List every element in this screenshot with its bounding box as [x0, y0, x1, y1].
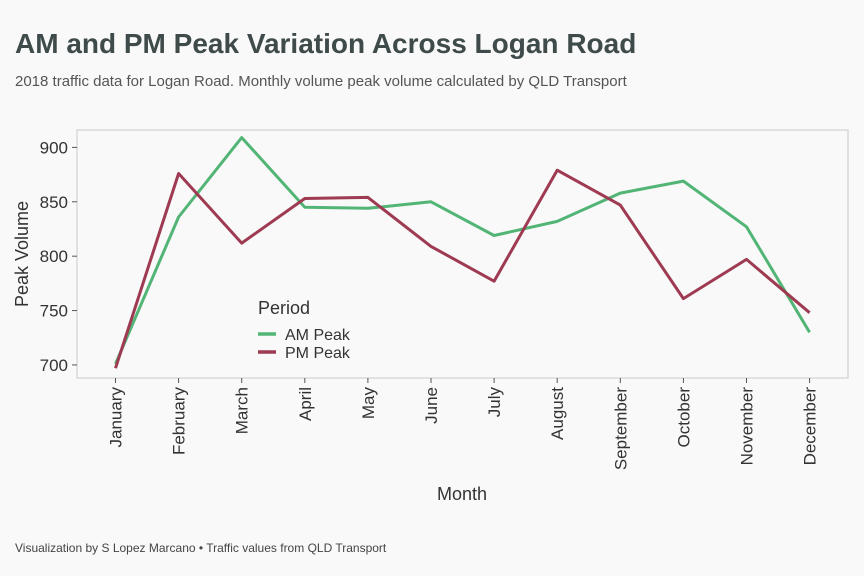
- x-tick-label: July: [485, 387, 504, 418]
- plot-panel: [76, 129, 849, 379]
- x-tick-label: June: [422, 387, 441, 424]
- chart-title: AM and PM Peak Variation Across Logan Ro…: [15, 28, 637, 59]
- x-tick-label: May: [359, 387, 378, 420]
- y-tick-label: 750: [40, 302, 68, 321]
- y-tick-label: 900: [40, 138, 68, 157]
- x-tick-label: November: [738, 387, 757, 466]
- x-axis: January February March April May June July Augu…: [107, 378, 820, 470]
- legend-title: Period: [258, 298, 310, 318]
- x-axis-title: Month: [437, 484, 487, 504]
- x-tick-label: January: [107, 387, 126, 448]
- y-tick-label: 850: [40, 193, 68, 212]
- x-tick-label: October: [674, 387, 693, 448]
- series-line-pm-peak: [114, 168, 811, 369]
- y-axis-title: Peak Volume: [12, 201, 32, 307]
- legend-label: AM Peak: [285, 327, 351, 344]
- chart-subtitle: 2018 traffic data for Logan Road. Monthl…: [15, 73, 627, 90]
- y-axis: 700 750 800 850 900: [40, 138, 77, 375]
- y-tick-label: 800: [40, 247, 68, 266]
- series-lines: [114, 136, 811, 369]
- caption: Visualization by S Lopez Marcano • Traff…: [15, 541, 387, 555]
- x-tick-label: February: [170, 387, 189, 456]
- y-tick-label: 700: [40, 356, 68, 375]
- x-tick-label: March: [233, 387, 252, 434]
- x-tick-label: April: [296, 387, 315, 421]
- x-tick-label: September: [611, 387, 630, 470]
- series-line-am-peak: [114, 136, 811, 365]
- legend-label: PM Peak: [285, 345, 351, 362]
- x-tick-label: August: [548, 387, 567, 440]
- x-tick-label: December: [801, 387, 820, 466]
